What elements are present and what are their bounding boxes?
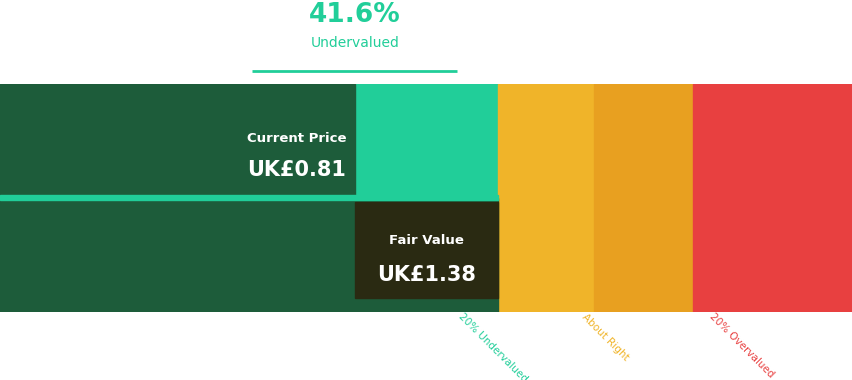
Text: Undervalued: Undervalued <box>310 36 399 51</box>
Text: UK£1.38: UK£1.38 <box>377 265 475 285</box>
Bar <box>692 84 852 312</box>
Bar <box>354 202 498 298</box>
Bar <box>0 84 354 198</box>
Bar <box>0 84 498 312</box>
Text: 20% Overvalued: 20% Overvalued <box>707 312 775 380</box>
Text: About Right: About Right <box>579 312 630 362</box>
Bar <box>0 195 498 200</box>
Text: Current Price: Current Price <box>246 132 346 145</box>
Text: 20% Undervalued: 20% Undervalued <box>456 312 528 380</box>
Text: UK£0.81: UK£0.81 <box>247 160 346 180</box>
Text: 41.6%: 41.6% <box>308 2 400 28</box>
Text: Fair Value: Fair Value <box>389 234 463 247</box>
Bar <box>498 84 593 312</box>
Bar <box>0 198 498 312</box>
Bar <box>593 84 692 312</box>
